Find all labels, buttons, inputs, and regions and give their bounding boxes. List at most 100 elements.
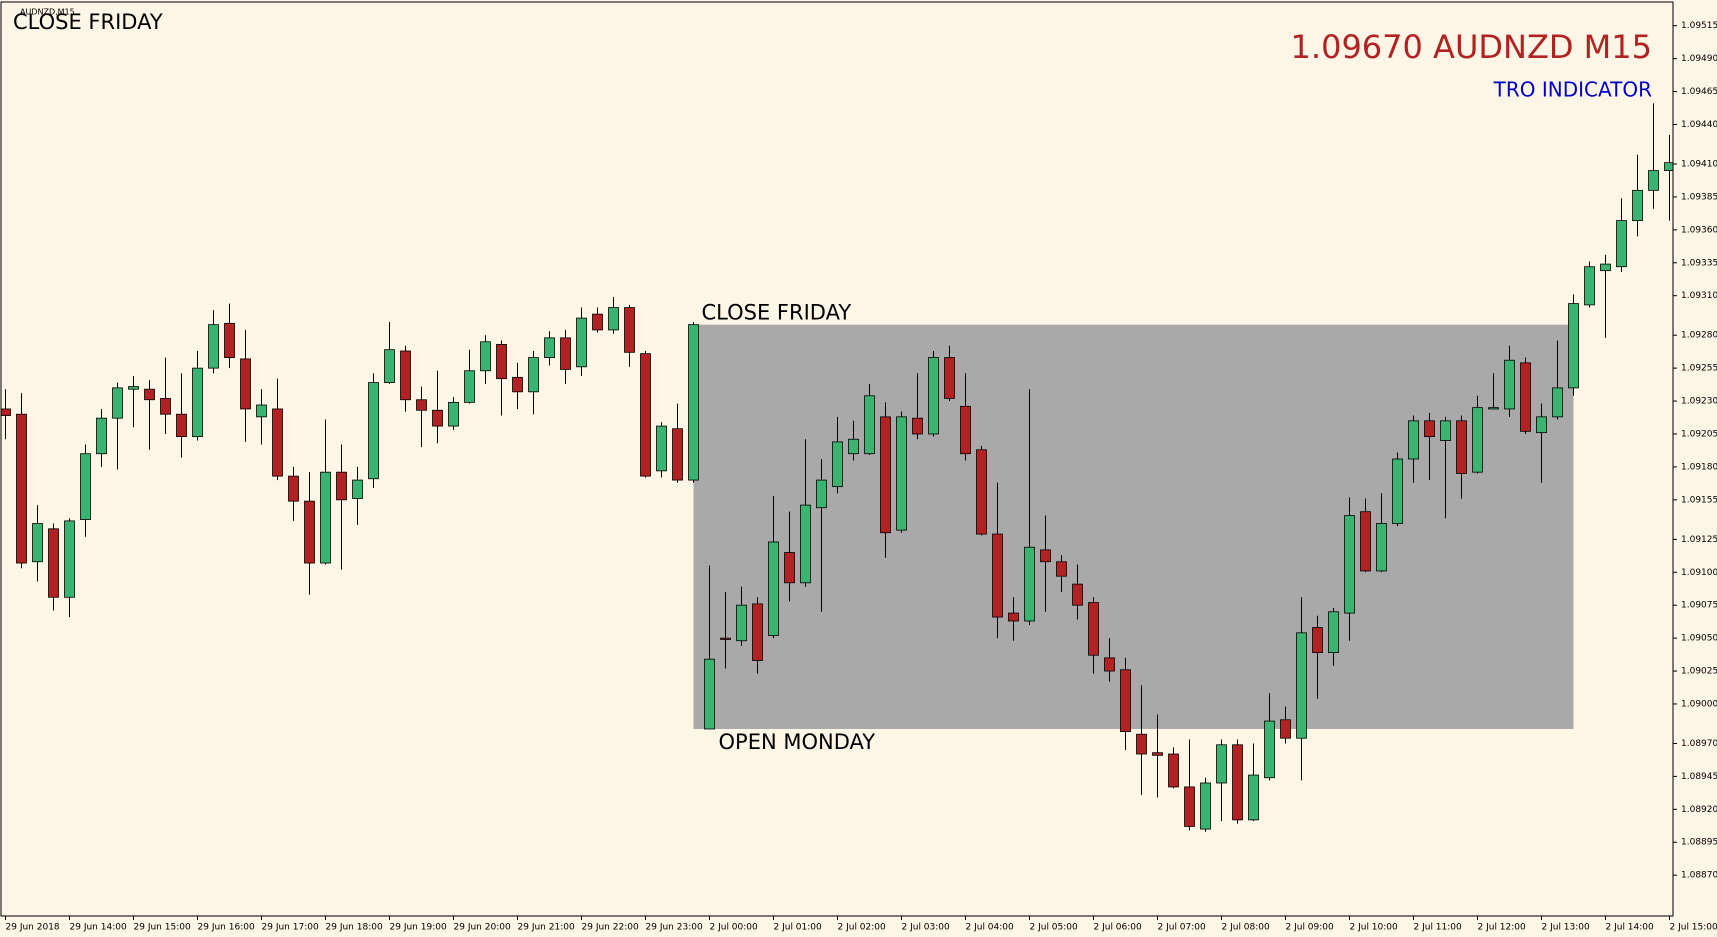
candle-body (784, 552, 795, 584)
candle-body (1360, 511, 1371, 572)
x-tick-label: 2 Jul 07:00 (1158, 923, 1207, 933)
candle-body (800, 504, 811, 584)
candle-body (416, 399, 427, 411)
x-tick-label: 2 Jul 14:00 (1606, 923, 1655, 933)
candle-body (320, 471, 331, 564)
candle-body (1616, 220, 1627, 268)
candle-body (1056, 561, 1067, 577)
candle-body (816, 479, 827, 509)
candle-body (1184, 786, 1195, 827)
candle-body (1104, 657, 1115, 672)
y-tick-label: 1.09465 (1681, 87, 1717, 97)
candle-body (1504, 359, 1515, 410)
y-tick-label: 1.09310 (1681, 291, 1717, 301)
candle-body (656, 425, 667, 472)
candle-body (1024, 546, 1035, 622)
candle-body (1296, 632, 1307, 739)
x-tick-label: 2 Jul 15:00 (1670, 923, 1717, 933)
candle-body (112, 387, 123, 419)
x-tick-label: 2 Jul 06:00 (1094, 923, 1143, 933)
close-friday-label: CLOSE FRIDAY (702, 301, 852, 325)
y-tick-label: 1.09440 (1681, 120, 1717, 130)
candle-body (1488, 407, 1499, 410)
candle-body (944, 357, 955, 399)
x-tick-label: 29 Jun 21:00 (518, 923, 575, 933)
candle-body (624, 307, 635, 353)
x-tick-label: 29 Jun 22:00 (582, 923, 639, 933)
plot-area: CLOSE FRIDAY OPEN MONDAY (1, 103, 1673, 832)
candle-body (592, 313, 603, 331)
candle-body (1248, 774, 1259, 821)
y-tick-label: 1.08945 (1681, 772, 1717, 782)
candle-body (960, 405, 971, 455)
candle-body (1344, 515, 1355, 614)
candle-body (1136, 733, 1147, 755)
x-tick-label: 29 Jun 2018 (6, 923, 60, 933)
candle-body (144, 388, 155, 401)
candle-body (128, 386, 139, 390)
candle-body (1168, 753, 1179, 788)
candle-body (1328, 611, 1339, 653)
weekend-gap-box (693, 324, 1574, 729)
y-tick-label: 1.09125 (1681, 535, 1717, 545)
candle-body (528, 357, 539, 393)
y-tick-label: 1.09385 (1681, 192, 1717, 202)
candle-body (1568, 303, 1579, 389)
candle-body (1424, 420, 1435, 438)
candle-body (1264, 720, 1275, 779)
candle-body (1376, 523, 1387, 572)
y-tick-label: 1.09000 (1681, 699, 1717, 709)
candle-body (1632, 189, 1643, 222)
candle-body (448, 401, 459, 427)
candle-body (192, 367, 203, 438)
y-tick-label: 1.09255 (1681, 364, 1717, 374)
candle-body (1280, 719, 1291, 739)
indicator-label: TRO INDICATOR (1493, 78, 1652, 102)
candle-body (1152, 752, 1163, 756)
x-tick-label: 29 Jun 17:00 (262, 923, 319, 933)
y-tick-label: 1.09490 (1681, 54, 1717, 64)
candle-body (1664, 162, 1673, 171)
candle-body (464, 370, 475, 403)
candle-body (1520, 362, 1531, 432)
candle-body (544, 337, 555, 358)
candle-body (48, 528, 59, 598)
x-tick-label: 2 Jul 05:00 (1030, 923, 1079, 933)
candle-body (976, 449, 987, 535)
candle-body (1, 408, 11, 416)
candle-body (512, 376, 523, 393)
y-tick-label: 1.09180 (1681, 462, 1717, 472)
y-tick-label: 1.09205 (1681, 429, 1717, 439)
y-tick-label: 1.09280 (1681, 331, 1717, 341)
x-tick-label: 29 Jun 14:00 (70, 923, 127, 933)
x-tick-label: 2 Jul 01:00 (774, 923, 823, 933)
candle-body (1552, 387, 1563, 418)
x-tick-label: 2 Jul 03:00 (902, 923, 951, 933)
y-tick-label: 1.09155 (1681, 495, 1717, 505)
y-tick-label: 1.09230 (1681, 397, 1717, 407)
candle-body (1008, 612, 1019, 622)
x-tick-label: 2 Jul 10:00 (1350, 923, 1399, 933)
y-tick-label: 1.09100 (1681, 568, 1717, 578)
candle-body (384, 349, 395, 384)
candle-body (224, 322, 235, 358)
y-tick-label: 1.09410 (1681, 159, 1717, 169)
candle-body (1088, 602, 1099, 656)
candle-body (672, 428, 683, 481)
price-title: 1.09670 AUDNZD M15 (1291, 28, 1652, 66)
candle-body (848, 438, 859, 455)
x-tick-label: 2 Jul 09:00 (1286, 923, 1335, 933)
candle-body (208, 324, 219, 369)
x-tick-label: 2 Jul 13:00 (1542, 923, 1591, 933)
candle-body (272, 408, 283, 477)
x-tick-label: 29 Jun 15:00 (134, 923, 191, 933)
candle-body (1232, 744, 1243, 821)
candle-body (752, 603, 763, 661)
candle-body (304, 500, 315, 564)
y-tick-label: 1.09360 (1681, 225, 1717, 235)
y-tick-label: 1.09335 (1681, 258, 1717, 268)
candle-body (832, 441, 843, 488)
candle-body (16, 413, 27, 564)
candle-body (688, 324, 699, 481)
